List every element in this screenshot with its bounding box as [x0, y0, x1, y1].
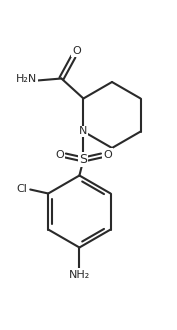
- Text: O: O: [55, 149, 64, 159]
- Text: N: N: [79, 126, 88, 137]
- Text: Cl: Cl: [17, 183, 28, 193]
- Text: O: O: [103, 149, 112, 159]
- Text: S: S: [79, 153, 87, 166]
- Text: O: O: [72, 46, 81, 55]
- Text: NH₂: NH₂: [69, 270, 90, 280]
- Text: H₂N: H₂N: [16, 75, 37, 84]
